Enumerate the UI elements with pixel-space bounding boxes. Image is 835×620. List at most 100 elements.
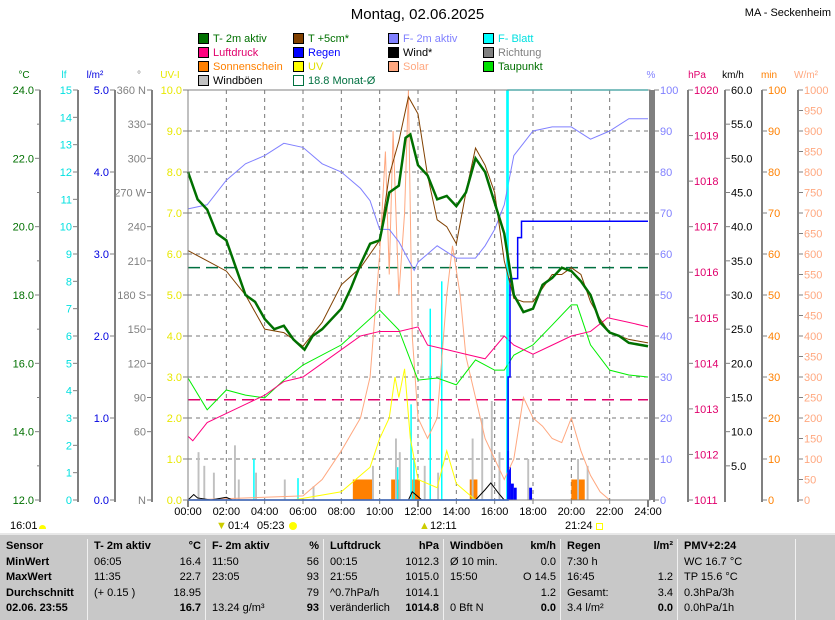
- stats-value: km/h: [530, 540, 556, 552]
- axis-tick-label: 22.0: [13, 153, 34, 165]
- axis-tick-label: 1014: [694, 358, 718, 370]
- axis-tick-label: 1020: [694, 85, 718, 97]
- stats-row: 16:45 1.2: [561, 570, 678, 586]
- stats-label: Gesamt:: [567, 586, 609, 599]
- stats-row: 23:05 93: [206, 570, 324, 586]
- stats-row: 15:50 O 14.5: [444, 570, 561, 586]
- bar-f-blatt-spikes: [429, 308, 431, 500]
- legend-item: T +5cm*: [293, 32, 349, 45]
- axis-tick-label: 15: [60, 85, 72, 97]
- stats-row: veränderlich 1014.8: [324, 601, 444, 617]
- x-tick-label: 24:00: [634, 506, 662, 518]
- axis-tick-label: 16.0: [13, 358, 34, 370]
- stats-value: 0.0: [540, 602, 556, 614]
- axis-tick-label: 55.0: [731, 119, 752, 131]
- stats-value: 1015.0: [405, 571, 439, 583]
- axis-tick-label: 120: [128, 358, 146, 370]
- stats-value: 1012.3: [405, 555, 439, 568]
- axis-tick-label: 80: [660, 167, 672, 179]
- axis-tick-label: 1019: [694, 131, 718, 143]
- stats-value: 0.0: [657, 602, 673, 614]
- bar-f-blatt-spikes: [506, 90, 508, 500]
- series-solar: [187, 89, 648, 501]
- chart-svg: °C24.022.020.018.016.014.012.0lf15141312…: [13, 70, 829, 518]
- series-f-blatt: [188, 89, 648, 501]
- stats-row: 79: [206, 586, 324, 602]
- axis-tick-label: 3: [66, 413, 72, 425]
- axis-tick-label: 10.0: [731, 427, 752, 439]
- axis-tick-label: 600: [804, 249, 822, 261]
- max-label: MaxWert: [6, 571, 52, 583]
- axis-tick-label: 25.0: [731, 324, 752, 336]
- axis-tick-label: 24.0: [13, 85, 34, 97]
- axis-tick-label: 5.0: [167, 290, 182, 302]
- sunset-time: 21:24: [565, 520, 593, 532]
- axis-tick-label: 650: [804, 229, 822, 241]
- legend-item: Wind*: [388, 46, 432, 59]
- axis-tick-label: 50: [660, 290, 672, 302]
- bar-f-blatt-spikes: [413, 459, 415, 500]
- stats-label: T- 2m aktiv: [94, 540, 151, 552]
- x-tick-label: 06:00: [289, 506, 317, 518]
- stats-value: °C: [188, 540, 201, 552]
- axis-tick-label: 150: [804, 434, 822, 446]
- stats-label: WC 16.7 °C: [684, 555, 743, 568]
- axis-tick-label: 1017: [694, 222, 718, 234]
- stats-row: 00:15 1012.3: [324, 555, 444, 571]
- axis-tick-label: 20: [660, 413, 672, 425]
- axis-tick-label: 1.0: [167, 454, 182, 466]
- axis-unit-dir: °: [137, 70, 141, 81]
- x-tick-label: 08:00: [328, 506, 356, 518]
- axis-tick-label: 30.0: [731, 290, 752, 302]
- bar-f-blatt-spikes: [410, 404, 412, 500]
- axis-unit-pct: %: [647, 70, 656, 81]
- stats-row: 11:35 22.7: [88, 570, 206, 586]
- axis-tick-label: 1000: [804, 85, 828, 97]
- legend-label: Taupunkt: [498, 60, 543, 73]
- bar-windboeen: [283, 479, 286, 500]
- axis-tick-label: 700: [804, 208, 822, 220]
- moonrise-arrow-icon: ▲: [419, 520, 430, 532]
- stats-label: 23:05: [212, 571, 240, 583]
- x-tick-label: 02:00: [213, 506, 241, 518]
- legend-item: F- Blatt: [483, 32, 533, 45]
- stats-value: 1.2: [657, 571, 673, 583]
- legend-label: T +5cm*: [308, 32, 350, 45]
- stats-label: 00:15: [330, 555, 358, 568]
- bar-f-blatt-spikes: [253, 459, 255, 500]
- current-label: 02.06. 23:55: [6, 602, 68, 614]
- bar-windboeen: [527, 459, 530, 500]
- stats-column: Luftdruck hPa 00:15 1012.3 21:55 1015.0 ^0.7hP…: [323, 539, 444, 620]
- x-tick-label: 20:00: [558, 506, 586, 518]
- stats-value: 16.7: [179, 602, 201, 614]
- stats-row: 13.24 g/m³ 93: [206, 601, 324, 617]
- axis-tick-label: 2.0: [167, 413, 182, 425]
- axis-tick-label: 7: [66, 304, 72, 316]
- bar-windboeen: [423, 465, 426, 500]
- series-f-2m-aktiv: [187, 118, 648, 272]
- bar-windboeen: [490, 400, 493, 500]
- axis-tick-label: 60: [660, 249, 672, 261]
- legend-label: Luftdruck: [213, 46, 259, 59]
- axis-tick-label: 4.0: [94, 167, 109, 179]
- sensor-label: Sensor: [6, 540, 44, 552]
- bar-f-blatt-spikes: [396, 467, 399, 500]
- axis-tick-label: 270 W: [114, 188, 146, 200]
- axis-tick-label: 90: [134, 393, 146, 405]
- legend-label: T- 2m aktiv: [213, 32, 267, 45]
- stats-label: Regen: [567, 540, 601, 552]
- legend-swatch-icon: [388, 33, 399, 44]
- axis-tick-label: 1012: [694, 449, 718, 461]
- stats-value: O 14.5: [522, 571, 556, 583]
- axis-tick-label: 400: [804, 331, 822, 343]
- bar-windboeen: [372, 465, 374, 500]
- axis-tick-label: 7.0: [167, 208, 182, 220]
- moonrise-time: 12:11: [430, 520, 457, 532]
- axis-tick-label: 10: [768, 454, 780, 466]
- stats-label: 16:45: [567, 571, 595, 583]
- stats-value: 22.7: [179, 571, 201, 583]
- astro-left-time: 16:01: [10, 520, 38, 532]
- stats-value: %: [309, 540, 319, 552]
- stats-value: 0.0: [540, 555, 556, 568]
- stats-label: Windböen: [450, 540, 504, 552]
